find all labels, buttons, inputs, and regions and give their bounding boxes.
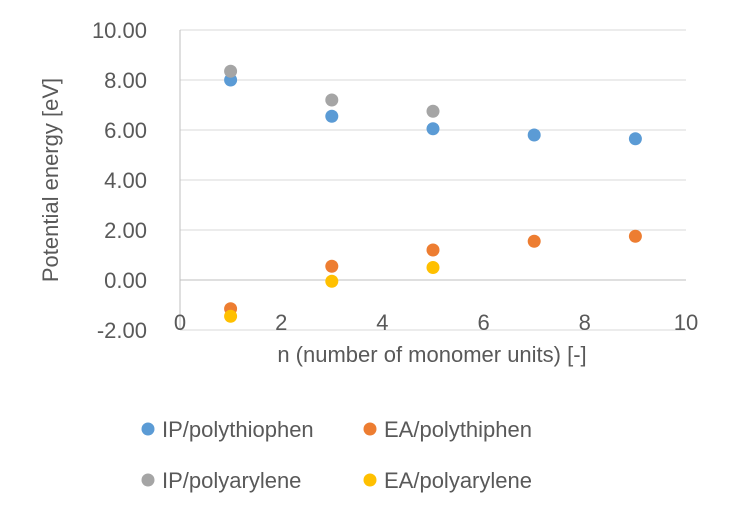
y-tick-label: 4.00	[104, 168, 147, 193]
x-tick-label: 0	[174, 310, 186, 335]
x-axis-title: n (number of monomer units) [-]	[277, 342, 586, 367]
legend: IP/polythiophen EA/polythiphen IP/polyaryl…	[141, 417, 532, 493]
gridlines	[180, 29, 686, 331]
y-tick-label: 0.00	[104, 268, 147, 293]
y-tick-label: 10.00	[92, 18, 147, 43]
y-axis-title: Potential energy [eV]	[38, 78, 63, 282]
x-tick-label: 4	[376, 310, 388, 335]
data-point-series-3	[426, 104, 440, 118]
legend-marker	[363, 473, 377, 487]
data-point-series-3	[325, 93, 339, 107]
data-point-series-3	[224, 64, 238, 78]
axes	[179, 30, 686, 330]
x-tick-label: 6	[477, 310, 489, 335]
data-point-series-1	[628, 132, 642, 146]
y-tick-label: 2.00	[104, 218, 147, 243]
legend-label: IP/polythiophen	[162, 417, 314, 442]
data-point-series-4	[325, 274, 339, 288]
legend-marker	[141, 473, 155, 487]
data-point-series-1	[426, 122, 440, 136]
data-point-series-2	[325, 259, 339, 273]
y-tick-label: -2.00	[97, 318, 147, 343]
legend-marker	[363, 422, 377, 436]
data-point-series-2	[426, 243, 440, 257]
legend-label: EA/polyarylene	[384, 468, 532, 493]
y-tick-label: 6.00	[104, 118, 147, 143]
y-tick-label: 8.00	[104, 68, 147, 93]
data-point-series-1	[527, 128, 541, 142]
data-point-series-4	[426, 261, 440, 274]
x-tick-label: 2	[275, 310, 287, 335]
legend-label: EA/polythiphen	[384, 417, 532, 442]
data-point-series-4	[224, 309, 238, 323]
data-points	[224, 64, 642, 323]
x-tick-label: 8	[579, 310, 591, 335]
legend-marker	[141, 422, 155, 436]
data-point-series-2	[527, 234, 541, 248]
tick-labels: -2.00 0.00 2.00 4.00 6.00 8.00 10.00 0 2 4 6 8 10	[92, 18, 698, 343]
legend-label: IP/polyarylene	[162, 468, 301, 493]
x-tick-label: 10	[674, 310, 698, 335]
data-point-series-2	[628, 229, 642, 243]
data-point-series-1	[325, 109, 339, 123]
